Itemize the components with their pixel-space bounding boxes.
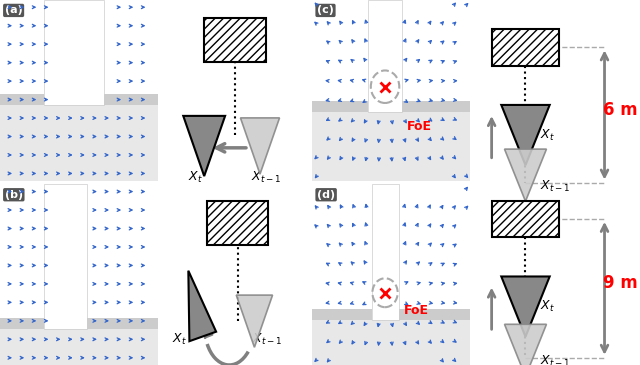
Text: $X_{t-1}$: $X_{t-1}$ <box>252 332 282 347</box>
Text: (a): (a) <box>4 5 22 15</box>
Bar <box>312 101 470 181</box>
Bar <box>207 201 268 245</box>
Bar <box>492 201 559 237</box>
Polygon shape <box>236 295 273 347</box>
Text: FoE: FoE <box>407 120 432 133</box>
Bar <box>367 0 403 112</box>
Text: $X_{t-1}$: $X_{t-1}$ <box>540 354 570 365</box>
Text: (c): (c) <box>317 5 334 15</box>
Text: (d): (d) <box>317 190 335 200</box>
Text: $X_t$: $X_t$ <box>540 299 555 314</box>
Bar <box>207 201 268 245</box>
Text: 6 m: 6 m <box>604 100 638 119</box>
Bar <box>204 18 266 62</box>
Bar <box>492 29 559 66</box>
Text: $X_t$: $X_t$ <box>188 170 204 185</box>
Text: $X_t$: $X_t$ <box>172 332 186 347</box>
Bar <box>492 29 559 66</box>
Text: $X_t$: $X_t$ <box>540 128 555 143</box>
Bar <box>0 94 158 181</box>
Bar <box>372 184 399 320</box>
Polygon shape <box>504 149 547 201</box>
Bar <box>44 184 87 329</box>
Bar <box>44 184 87 329</box>
Bar <box>44 0 104 105</box>
Bar <box>372 184 399 320</box>
Bar <box>312 320 470 365</box>
Polygon shape <box>241 118 280 174</box>
Bar <box>0 329 158 365</box>
Bar <box>367 0 403 112</box>
Bar <box>44 0 104 105</box>
Bar <box>0 105 158 181</box>
Bar <box>312 309 470 365</box>
Text: (b): (b) <box>4 190 23 200</box>
Bar <box>312 112 470 181</box>
Polygon shape <box>501 105 550 165</box>
Text: FoE: FoE <box>404 304 429 318</box>
Text: $X_{t-1}$: $X_{t-1}$ <box>540 179 570 194</box>
Polygon shape <box>501 277 550 337</box>
Polygon shape <box>188 271 216 341</box>
Text: $X_{t-1}$: $X_{t-1}$ <box>251 170 280 185</box>
Polygon shape <box>183 116 225 176</box>
Polygon shape <box>504 324 547 365</box>
Bar <box>204 18 266 62</box>
Bar <box>0 318 158 365</box>
Bar <box>492 201 559 237</box>
Text: 9 m: 9 m <box>604 274 638 292</box>
